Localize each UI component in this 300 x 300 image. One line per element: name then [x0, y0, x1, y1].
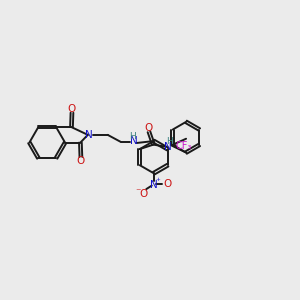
Text: N: N	[150, 180, 158, 190]
Text: O: O	[139, 189, 147, 199]
Text: O: O	[164, 178, 172, 189]
Text: O: O	[68, 104, 76, 114]
Text: O: O	[77, 156, 85, 166]
Text: N: N	[85, 130, 93, 140]
Text: ⁻: ⁻	[136, 188, 141, 198]
Text: ⁺: ⁺	[156, 177, 161, 186]
Text: H: H	[166, 137, 172, 146]
Text: N: N	[130, 136, 137, 146]
Text: N: N	[164, 142, 172, 152]
Text: CF₃: CF₃	[176, 141, 192, 151]
Text: H: H	[129, 132, 136, 141]
Text: O: O	[145, 123, 153, 133]
